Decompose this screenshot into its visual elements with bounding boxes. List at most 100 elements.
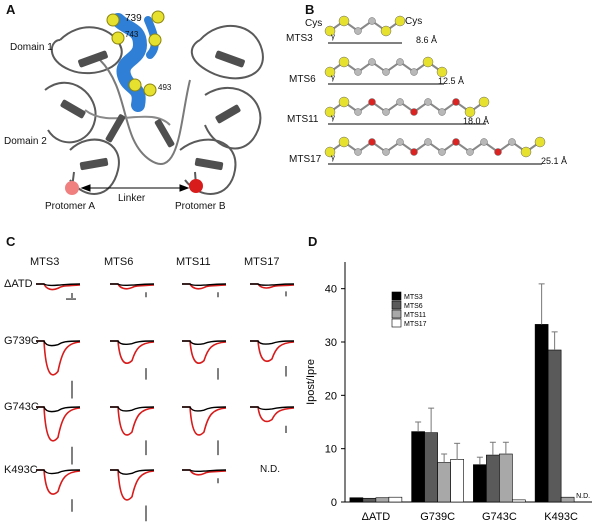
trace-post xyxy=(36,406,81,442)
trace-post xyxy=(182,283,227,290)
protein-structure xyxy=(44,10,264,195)
gamma-label: γ xyxy=(331,153,335,162)
x-tick-label: K493C xyxy=(544,511,578,523)
trace-post xyxy=(182,469,227,476)
linker-atom xyxy=(452,138,460,146)
current-traces xyxy=(36,283,295,522)
trace-pre xyxy=(36,406,81,413)
trace-pre xyxy=(250,283,295,286)
trace-pre xyxy=(182,340,227,345)
trace-pre xyxy=(182,469,227,473)
linker-name-mts11: MTS11 xyxy=(287,114,319,125)
bar-mts17-1 xyxy=(450,459,464,503)
linker-atom xyxy=(324,106,336,118)
trace-1-2 xyxy=(182,340,227,380)
bar-mts6-0 xyxy=(362,497,377,503)
residue-739-label: 739 xyxy=(125,13,142,24)
protein-sheets xyxy=(60,50,245,171)
linker-atom xyxy=(338,136,350,148)
legend-label-mts17: MTS17 xyxy=(404,321,427,328)
trace-3-1 xyxy=(110,469,155,522)
linker-length-mts6: 12.5 Å xyxy=(438,76,465,86)
y-tick-label: 30 xyxy=(325,337,337,349)
linker-molecule-mts11 xyxy=(324,96,490,118)
legend-swatch-mts17 xyxy=(391,318,402,328)
trace-0-3 xyxy=(250,283,295,297)
trace-1-0 xyxy=(36,340,81,399)
linker-atom xyxy=(410,68,418,76)
linker-atom xyxy=(520,146,532,158)
legend-swatch-mts6 xyxy=(391,300,402,310)
protomer-b-terminus xyxy=(189,179,203,193)
linker-atom xyxy=(396,98,404,106)
linker-name-mts6: MTS6 xyxy=(289,74,316,85)
linker-atom xyxy=(464,106,476,118)
x-tick-label: G743C xyxy=(482,511,517,523)
linker-atom xyxy=(324,25,336,37)
trace-3-2 xyxy=(182,469,227,484)
cys-right-label: Cys xyxy=(405,16,423,27)
linker-atom xyxy=(324,66,336,78)
bar-mts11-3 xyxy=(560,496,575,503)
trace-post xyxy=(36,469,81,495)
linker-atom xyxy=(424,98,432,106)
linker-atom xyxy=(466,148,474,156)
bar-mts3-0 xyxy=(349,497,364,503)
bar-mts6-3 xyxy=(547,349,562,503)
row-label-δatd: ΔATD xyxy=(4,278,33,290)
linker-atom xyxy=(424,138,432,146)
bar-mts6-2 xyxy=(486,454,500,503)
row-label-k493c: K493C xyxy=(4,464,38,476)
linker-atom xyxy=(410,148,418,156)
linker-atom xyxy=(394,15,406,27)
linker-atom xyxy=(354,148,362,156)
cys-left-label: Cys xyxy=(305,18,323,29)
panel-b-letter: B xyxy=(305,2,315,17)
linker-length-mts17: 25.1 Å xyxy=(541,156,568,166)
linker-atom xyxy=(436,66,448,78)
linker-label: Linker xyxy=(118,193,146,204)
domain1-label: Domain 1 xyxy=(10,42,53,53)
trace-pre xyxy=(182,406,227,412)
linker-atom xyxy=(396,138,404,146)
linker-name-mts3: MTS3 xyxy=(286,33,313,44)
linker-length-mts11: 18.0 Å xyxy=(463,116,490,126)
trace-pre xyxy=(110,340,155,345)
linker-atom xyxy=(438,148,446,156)
trace-0-1 xyxy=(110,283,155,298)
linker-atom xyxy=(354,68,362,76)
linker-atom xyxy=(396,58,404,66)
bar-chart: 0 10 20 30 40 Ipost/Ipre ΔATD G739C G743C K493C N.… xyxy=(305,262,592,523)
trace-pre xyxy=(110,406,155,412)
bar-mts17-0 xyxy=(388,496,403,503)
bar-mts11-2 xyxy=(499,453,513,503)
trace-pre xyxy=(36,283,81,287)
linker-atom xyxy=(368,58,376,66)
linker-atom xyxy=(380,25,392,37)
protomer-b-label: Protomer B xyxy=(175,201,226,212)
panel-a-letter: A xyxy=(6,2,16,17)
linker-atom xyxy=(382,108,390,116)
bar-mts11-1 xyxy=(437,462,451,503)
trace-post xyxy=(36,283,81,291)
mts-linker-diagram xyxy=(324,15,546,165)
linker-atom xyxy=(480,138,488,146)
trace-post xyxy=(110,469,155,501)
linker-arrow xyxy=(80,184,190,192)
protein-ribbon xyxy=(44,24,264,195)
trace-1-1 xyxy=(110,340,155,380)
trace-post xyxy=(250,283,295,289)
linker-atom xyxy=(354,108,362,116)
y-tick-label: 20 xyxy=(325,390,337,402)
trace-1-3 xyxy=(250,340,295,377)
trace-post xyxy=(110,340,155,364)
linker-name-mts17: MTS17 xyxy=(289,154,322,165)
bar-mts11-0 xyxy=(375,497,390,503)
trace-pre xyxy=(36,469,81,475)
bar-mts3-1 xyxy=(411,431,425,503)
protomer-a-label: Protomer A xyxy=(45,201,96,212)
trace-0-0 xyxy=(36,283,81,300)
linker-atom xyxy=(382,148,390,156)
legend-label-mts11: MTS11 xyxy=(404,312,426,319)
row-label-g739c: G739C xyxy=(4,335,39,347)
